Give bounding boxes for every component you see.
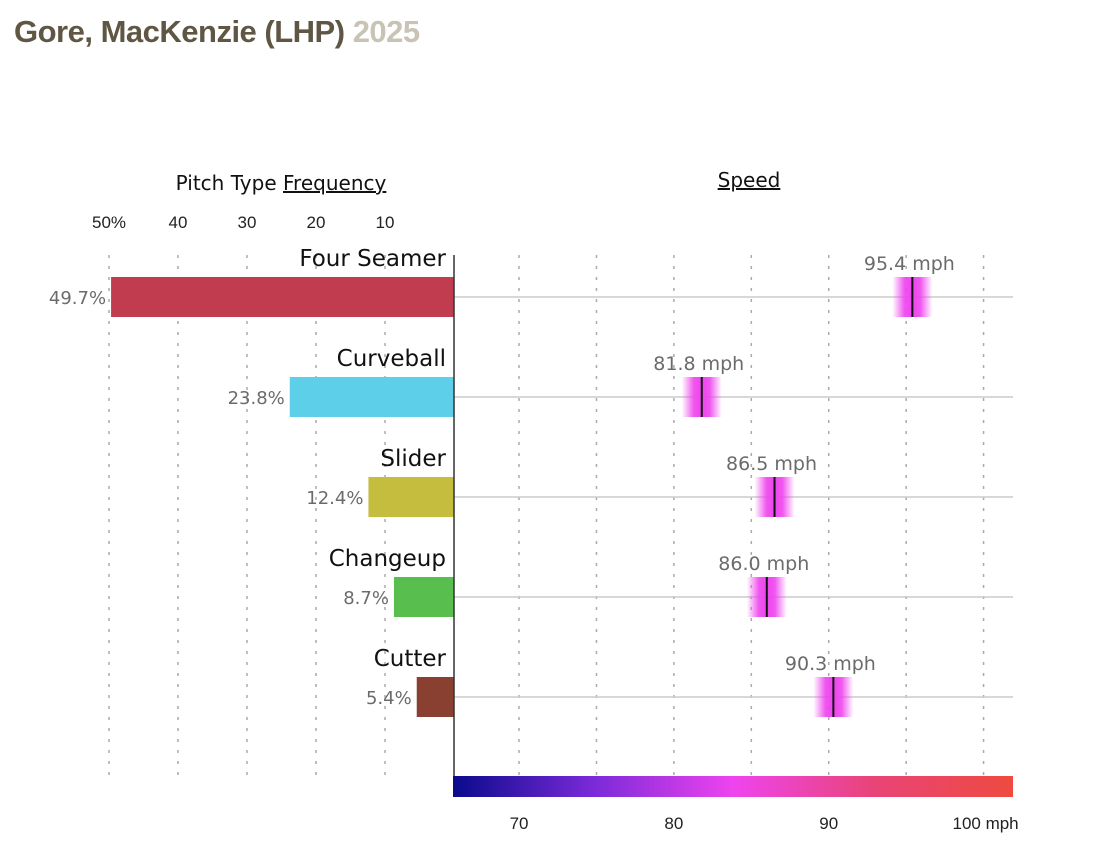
frequency-tick-label: 20: [307, 213, 326, 232]
frequency-value-label: 12.4%: [306, 488, 363, 509]
page-title: Gore, MacKenzie (LHP) 2025: [14, 14, 420, 50]
speed-tick-label: 70: [510, 814, 529, 833]
frequency-bar[interactable]: [368, 477, 454, 517]
frequency-tick-label: 30: [238, 213, 257, 232]
speed-value-label: 90.3 mph: [785, 653, 876, 675]
frequency-bar[interactable]: [416, 677, 454, 717]
frequency-value-label: 8.7%: [343, 588, 389, 609]
frequency-value-label: 23.8%: [228, 388, 285, 409]
frequency-value-label: 5.4%: [366, 688, 412, 709]
frequency-tick-label: 50%: [92, 213, 126, 232]
speed-value-label: 95.4 mph: [864, 253, 955, 275]
frequency-tick-label: 10: [376, 213, 395, 232]
speed-value-label: 81.8 mph: [653, 353, 744, 375]
speed-color-scale: [453, 776, 1013, 797]
speed-value-label: 86.0 mph: [718, 553, 809, 575]
axes: Pitch Type Frequency Speed 50% 40 30 20 10 70 80…: [92, 168, 1019, 833]
pitcher-name: Gore, MacKenzie (LHP): [14, 14, 345, 49]
speed-header[interactable]: Speed: [718, 168, 781, 192]
pitch-rows: Four Seamer 49.7% 95.4 mph Curveball 23.8% 81…: [49, 246, 1013, 717]
pitch-type-label: Cutter: [374, 646, 447, 672]
pitch-type-label: Changeup: [329, 546, 446, 572]
season-year: 2025: [352, 14, 420, 49]
frequency-bar[interactable]: [111, 277, 454, 317]
pitch-type-label: Slider: [380, 446, 446, 472]
frequency-bar[interactable]: [289, 377, 454, 417]
frequency-header: Pitch Type Frequency: [176, 171, 387, 195]
frequency-value-label: 49.7%: [49, 288, 106, 309]
frequency-header-prefix: Pitch Type: [176, 171, 283, 195]
frequency-bar[interactable]: [393, 577, 454, 617]
pitch-type-label: Curveball: [337, 346, 446, 372]
speed-tick-label: 80: [664, 814, 683, 833]
frequency-header-link[interactable]: Frequency: [283, 171, 386, 195]
speed-value-label: 86.5 mph: [726, 453, 817, 475]
speed-tick-label: 90: [819, 814, 838, 833]
frequency-tick-label: 40: [169, 213, 188, 232]
speed-tick-label: 100 mph: [952, 814, 1018, 833]
pitch-type-label: Four Seamer: [299, 246, 446, 272]
